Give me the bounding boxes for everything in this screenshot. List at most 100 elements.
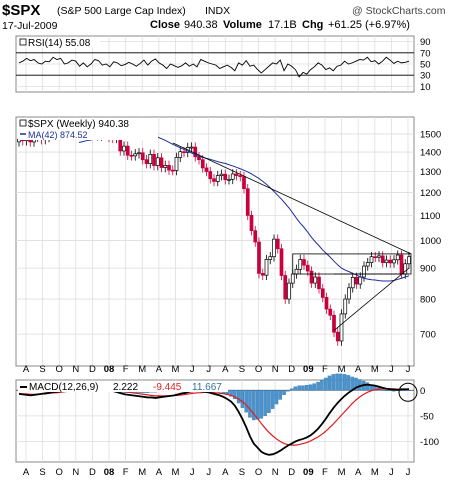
candle-body xyxy=(268,256,273,260)
candle-body xyxy=(140,152,145,161)
x-tick-label: A xyxy=(222,364,229,375)
price-tick-label: 1000 xyxy=(420,236,441,247)
candle-body xyxy=(178,151,183,158)
x-tick-label: 08 xyxy=(104,364,115,375)
price-tick-label: 800 xyxy=(420,295,436,306)
x-tick-label: 08 xyxy=(104,467,115,478)
x-tick-label: A xyxy=(23,467,30,478)
candle-body xyxy=(399,254,404,275)
x-tick-label: M xyxy=(371,364,379,375)
macd-highlight-circle xyxy=(398,382,418,402)
macd-histogram-bar xyxy=(278,390,283,400)
ma-legend: MA(42) xyxy=(28,130,58,140)
candle-body xyxy=(182,151,186,154)
x-tick-label: S xyxy=(39,467,45,478)
candle-body xyxy=(305,264,310,272)
candle-body xyxy=(170,169,175,172)
macd-histogram-bar xyxy=(339,373,343,391)
x-tick-label: 09 xyxy=(303,364,314,375)
candle-body xyxy=(133,153,138,157)
candle-body xyxy=(313,276,318,284)
close-label: Close xyxy=(150,19,180,31)
macd-histogram-bar xyxy=(342,374,347,391)
price-tick-label: 1100 xyxy=(420,211,440,222)
candle-body xyxy=(152,153,156,166)
candle-body xyxy=(125,145,130,156)
macd-tick-label: 0 xyxy=(420,386,425,397)
rsi-tick-label: 10 xyxy=(420,82,431,93)
rsi-tick-label: 50 xyxy=(420,60,431,71)
x-tick-label: J xyxy=(406,364,411,375)
x-tick-label: S xyxy=(239,467,245,478)
price-tick-label: 700 xyxy=(420,330,436,341)
price-tick-label: 1300 xyxy=(420,167,441,178)
candle-body xyxy=(395,254,400,261)
macd-histogram-bar xyxy=(267,390,271,413)
macd-histogram-bar xyxy=(312,383,317,391)
x-tick-label: A xyxy=(23,364,30,375)
x-tick-label: A xyxy=(355,467,362,478)
candle-body xyxy=(264,259,269,276)
candle-body xyxy=(227,178,231,181)
candle-body xyxy=(174,157,179,171)
macd-histogram-bar xyxy=(305,384,309,391)
macd-histogram-bar xyxy=(252,390,256,421)
macd-histogram-bar xyxy=(399,390,404,391)
macd-histogram-bar xyxy=(270,390,275,409)
candle-body xyxy=(238,175,243,177)
macd-histogram-bar xyxy=(289,388,294,391)
candle-body xyxy=(317,276,321,290)
x-tick-label: M xyxy=(138,364,146,375)
macd-histogram-bar xyxy=(320,379,324,391)
macd-histogram-bar xyxy=(346,375,351,391)
rsi-tick-label: 70 xyxy=(420,48,431,59)
x-tick-label: A xyxy=(156,364,163,375)
rsi-legend-bg xyxy=(18,37,100,48)
candle-body xyxy=(219,173,224,176)
candle-body xyxy=(215,175,220,182)
downtrend-line xyxy=(172,142,412,255)
x-tick-label: J xyxy=(190,364,195,375)
rsi-line xyxy=(18,56,410,78)
candle-body xyxy=(200,159,205,169)
candle-body xyxy=(137,152,141,155)
macd-histogram-bar xyxy=(327,375,332,391)
x-tick-label: F xyxy=(123,364,129,375)
macd-histogram-bar xyxy=(323,377,328,391)
candle-body xyxy=(302,259,306,266)
x-tick-label: O xyxy=(56,364,63,375)
candle-body xyxy=(212,178,216,182)
x-tick-label: O xyxy=(56,467,63,478)
macd-histogram-bar xyxy=(244,390,248,413)
candle-body xyxy=(373,256,378,259)
candle-body xyxy=(335,331,340,342)
macd-histogram-bar xyxy=(350,376,354,391)
chart-header: $SPX (S&P 500 Large Cap Index) INDX @ St… xyxy=(0,0,460,38)
x-tick-label: J xyxy=(389,467,394,478)
macd-histogram-bar xyxy=(316,381,320,391)
macd-hist-legend: 11.667 xyxy=(192,382,222,393)
chg-value: +61.25 (+6.97%) xyxy=(328,19,410,31)
macd-histogram-bar xyxy=(331,374,336,391)
x-tick-label: M xyxy=(338,467,346,478)
candle-body xyxy=(407,256,411,265)
candle-body xyxy=(275,238,280,250)
x-tick-label: M xyxy=(172,364,180,375)
candle-body xyxy=(347,287,351,300)
candle-body xyxy=(343,298,348,315)
copyright-text: @ StockCharts.com xyxy=(352,5,446,17)
candle-body xyxy=(328,308,333,316)
candle-body xyxy=(204,167,209,172)
candle-body xyxy=(392,259,396,264)
x-tick-label: N xyxy=(272,364,279,375)
candle-body xyxy=(249,215,254,231)
x-tick-label: F xyxy=(322,467,328,478)
candle-body xyxy=(362,265,366,278)
price-tick-label: 900 xyxy=(420,264,436,275)
candle-body xyxy=(167,164,171,171)
x-tick-label: S xyxy=(39,364,45,375)
x-tick-label: A xyxy=(222,467,229,478)
candle-body xyxy=(332,314,336,333)
x-tick-label: N xyxy=(272,467,279,478)
candle-body xyxy=(242,176,246,189)
